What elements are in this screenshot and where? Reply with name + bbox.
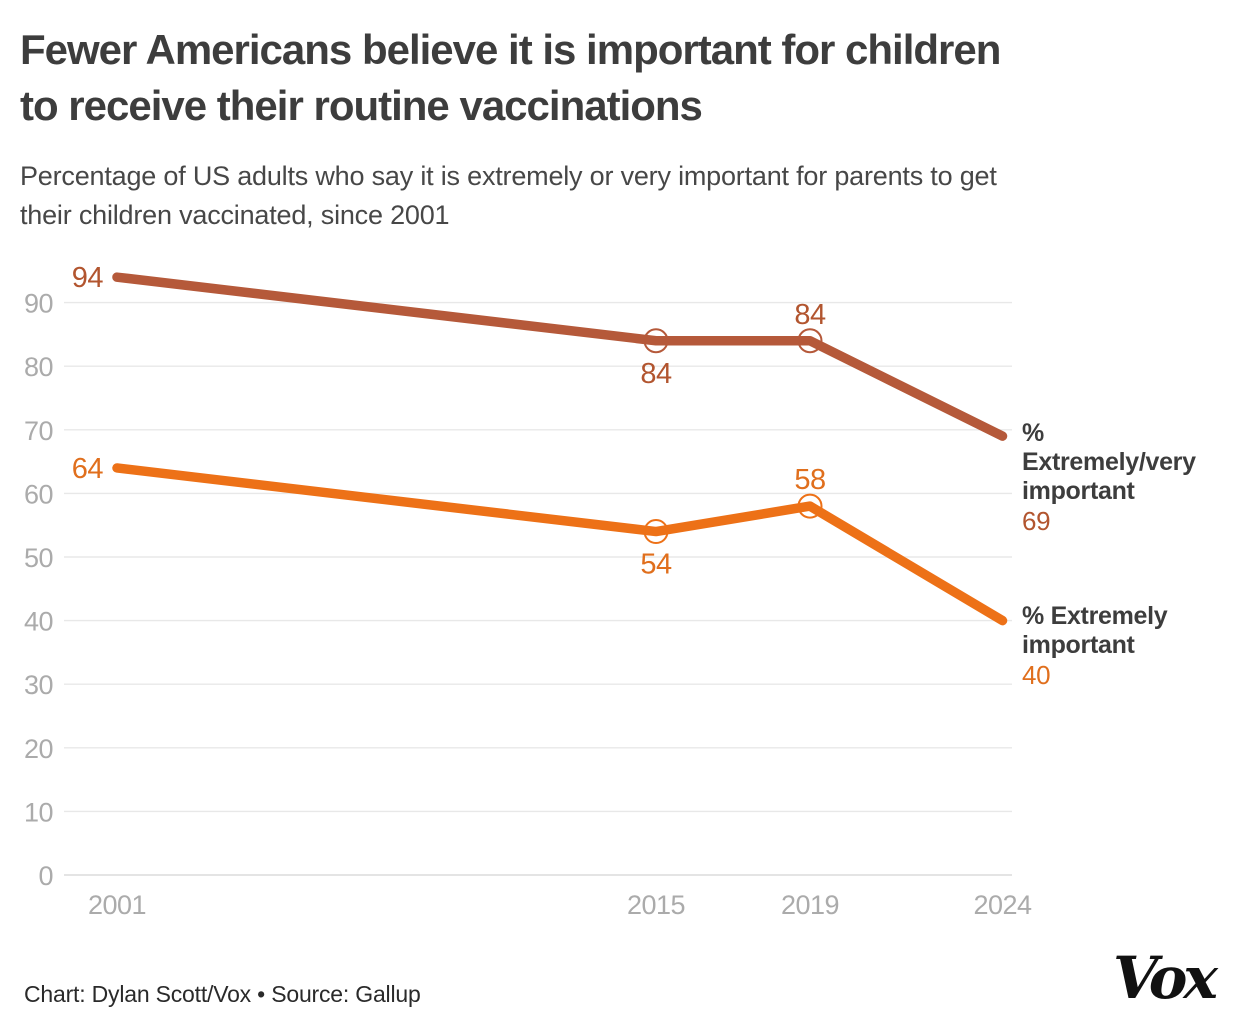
series-end-label-extremely-very: % Extremely/very important 69 [1022,419,1237,536]
x-tick-label: 2024 [973,890,1032,920]
x-tick-label: 2015 [627,890,685,920]
y-tick-label: 0 [38,861,53,891]
point-label: 84 [640,358,672,390]
chart-credit: Chart: Dylan Scott/Vox • Source: Gallup [24,981,421,1007]
point-marker [643,519,669,545]
y-tick-label: 60 [24,479,53,509]
series-end-label-extremely: % Extremely important 40 [1022,602,1237,690]
series-end-value: 40 [1022,660,1051,690]
series-end-label-line: % Extremely [1022,602,1168,630]
chart-title: Fewer Americans believe it is important … [20,26,1001,129]
point-label: 54 [640,549,672,581]
point-label: 94 [72,262,104,294]
y-tick-label: 30 [24,670,53,700]
point-marker [643,328,669,354]
y-tick-label: 10 [24,797,53,827]
y-tick-label: 20 [24,734,53,764]
series-end-label-line: % [1022,419,1044,447]
y-tick-label: 50 [24,543,53,573]
line-chart: 0 10 20 30 40 50 60 70 80 90 2001 2015 2019 2024 94 84 8… [24,262,1033,920]
series-end-label-line: important [1022,631,1135,659]
series-line [112,272,1008,441]
y-tick-label: 40 [24,607,53,637]
point-label: 84 [794,299,826,331]
x-tick-label: 2019 [781,890,839,920]
chart-subtitle: Percentage of US adults who say it is ex… [20,161,997,230]
series-end-label-line: Extremely/very [1022,448,1196,476]
y-tick-label: 70 [24,416,53,446]
vox-logo: Vox [1113,944,1218,1012]
point-marker [797,493,823,519]
point-marker [797,328,823,354]
series-end-value: 69 [1022,506,1051,536]
series-end-label-line: important [1022,477,1135,505]
y-tick-label: 90 [24,289,53,319]
series-line [112,463,1008,626]
point-label: 58 [794,464,825,496]
y-tick-label: 80 [24,352,53,382]
x-tick-label: 2001 [88,890,146,920]
point-label: 64 [72,453,104,485]
